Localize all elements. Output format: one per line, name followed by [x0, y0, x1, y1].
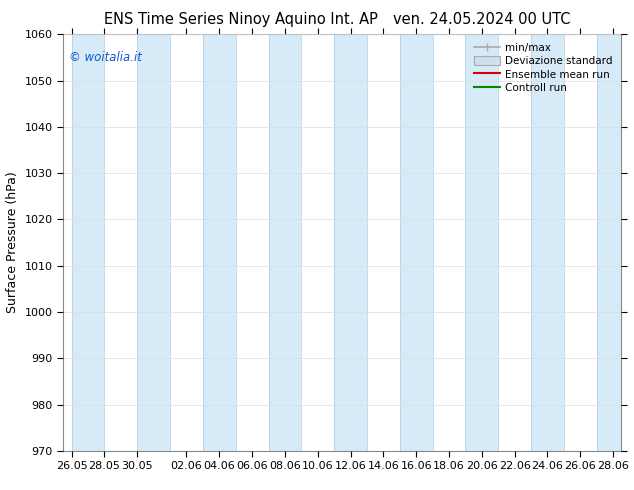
Y-axis label: Surface Pressure (hPa): Surface Pressure (hPa) — [6, 172, 19, 314]
Bar — [269, 34, 301, 451]
Bar — [400, 34, 432, 451]
Bar — [597, 34, 630, 451]
Bar — [334, 34, 367, 451]
Bar — [203, 34, 236, 451]
Bar — [72, 34, 105, 451]
Bar — [137, 34, 170, 451]
Text: © woitalia.it: © woitalia.it — [69, 51, 142, 64]
Bar — [531, 34, 564, 451]
Legend: min/max, Deviazione standard, Ensemble mean run, Controll run: min/max, Deviazione standard, Ensemble m… — [471, 40, 616, 96]
Text: ENS Time Series Ninoy Aquino Int. AP: ENS Time Series Ninoy Aquino Int. AP — [104, 12, 378, 27]
Bar — [465, 34, 498, 451]
Text: ven. 24.05.2024 00 UTC: ven. 24.05.2024 00 UTC — [393, 12, 571, 27]
